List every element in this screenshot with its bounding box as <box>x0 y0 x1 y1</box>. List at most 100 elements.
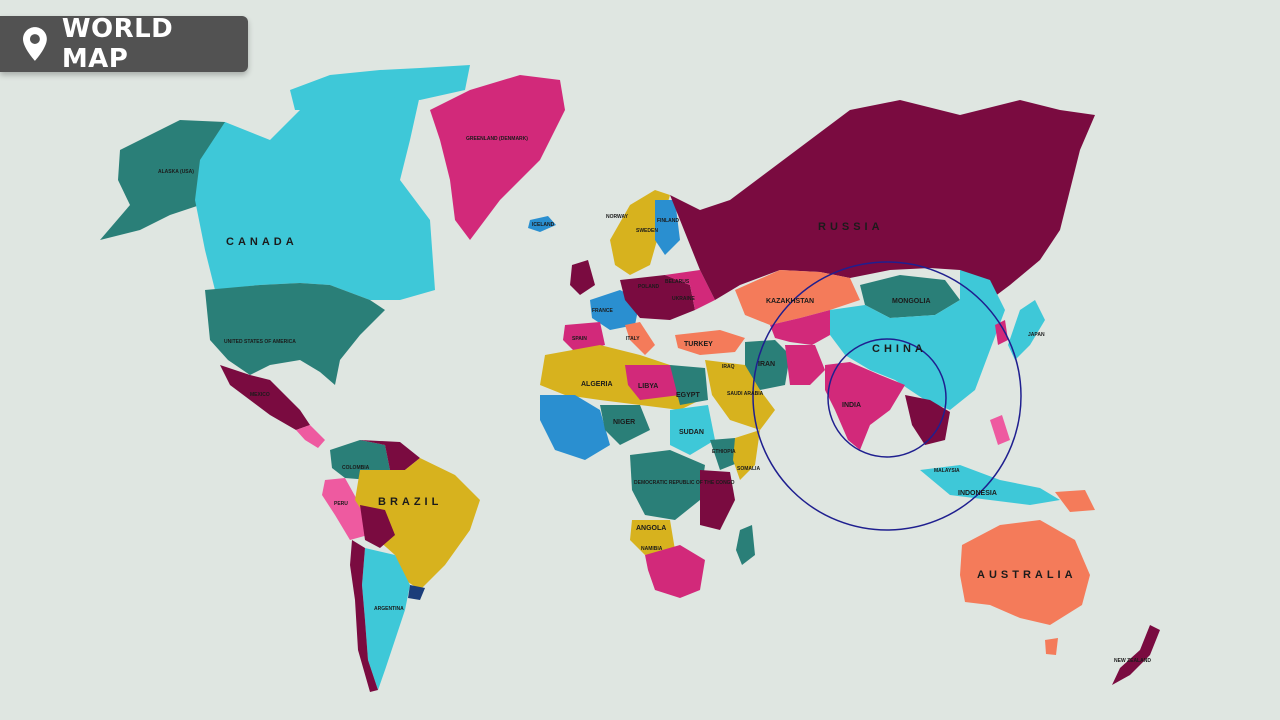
region-philippines[interactable] <box>990 415 1010 445</box>
region-korea[interactable] <box>995 320 1008 345</box>
label-indonesia: INDONESIA <box>958 490 997 497</box>
region-indonesia[interactable] <box>920 465 1060 505</box>
label-belarus: BELARUS <box>665 279 690 285</box>
label-brazil: BRAZIL <box>378 496 442 508</box>
region-turkey[interactable] <box>675 330 745 355</box>
region-west-africa[interactable] <box>540 395 610 460</box>
label-alaska: ALASKA (USA) <box>158 169 194 175</box>
region-southeast-asia[interactable] <box>905 395 950 445</box>
label-india: INDIA <box>842 402 861 409</box>
region-ukraine-belarus[interactable] <box>665 270 715 310</box>
region-uruguay[interactable] <box>408 585 425 600</box>
label-niger: NIGER <box>613 419 635 426</box>
region-mongolia[interactable] <box>860 275 960 318</box>
label-japan: JAPAN <box>1028 332 1045 338</box>
region-venezuela[interactable] <box>360 440 420 470</box>
page-title: WORLD MAP <box>61 14 174 74</box>
region-central-america[interactable] <box>296 425 325 448</box>
region-finland[interactable] <box>655 200 680 255</box>
label-ukraine: UKRAINE <box>672 296 695 302</box>
highlight-ring-inner <box>827 338 947 458</box>
region-central-africa[interactable] <box>630 450 705 520</box>
region-mexico[interactable] <box>220 365 310 430</box>
region-arctic-islands[interactable] <box>290 65 470 110</box>
region-tasmania[interactable] <box>1045 638 1058 655</box>
region-iran[interactable] <box>745 340 790 390</box>
region-peru[interactable] <box>322 478 368 540</box>
label-turkey: TURKEY <box>684 341 713 348</box>
label-greenland: GREENLAND (DENMARK) <box>466 136 528 142</box>
region-chile[interactable] <box>350 540 378 692</box>
region-greenland[interactable] <box>430 75 565 240</box>
label-usa: UNITED STATES OF AMERICA <box>224 339 296 345</box>
region-bolivia[interactable] <box>360 505 395 548</box>
label-norway: NORWAY <box>606 214 629 220</box>
label-spain: SPAIN <box>572 336 587 342</box>
label-australia: AUSTRALIA <box>977 569 1077 581</box>
region-new-zealand[interactable] <box>1112 625 1160 685</box>
label-newzealand: NEW ZEALAND <box>1114 658 1151 664</box>
location-pin-icon <box>22 27 47 61</box>
label-canada: CANADA <box>226 236 298 248</box>
label-peru: PERU <box>334 501 348 507</box>
label-iraq: IRAQ <box>722 364 735 370</box>
label-ethiopia: ETHIOPIA <box>712 449 736 455</box>
region-niger[interactable] <box>600 405 650 445</box>
region-brazil[interactable] <box>355 458 480 590</box>
region-kazakhstan[interactable] <box>735 270 860 325</box>
region-central-asia[interactable] <box>770 310 830 345</box>
region-india[interactable] <box>825 362 905 450</box>
region-alaska[interactable] <box>100 120 228 240</box>
label-colombia: COLOMBIA <box>342 465 370 471</box>
highlight-ring-outer <box>752 261 1022 531</box>
label-angola: ANGOLA <box>636 525 666 532</box>
label-sweden: SWEDEN <box>636 228 658 234</box>
region-usa[interactable] <box>205 283 385 385</box>
world-map-badge: WORLD MAP <box>0 14 248 74</box>
region-australia[interactable] <box>960 520 1090 625</box>
label-egypt: EGYPT <box>676 392 700 399</box>
label-argentina: ARGENTINA <box>374 606 404 612</box>
label-poland: POLAND <box>638 284 660 290</box>
label-mongolia: MONGOLIA <box>892 298 931 305</box>
region-afghanistan-pakistan[interactable] <box>785 345 825 385</box>
region-canada[interactable] <box>195 90 435 300</box>
region-libya[interactable] <box>625 365 680 400</box>
region-china[interactable] <box>830 270 1005 410</box>
label-sudan: SUDAN <box>679 429 704 436</box>
label-finland: FINLAND <box>657 218 679 224</box>
label-kazakhstan: KAZAKHSTAN <box>766 298 814 305</box>
region-iceland[interactable] <box>528 216 556 232</box>
label-iceland: ICELAND <box>532 222 555 228</box>
region-argentina[interactable] <box>362 548 410 690</box>
region-spain[interactable] <box>563 322 605 352</box>
region-papua[interactable] <box>1055 490 1095 512</box>
label-italy: ITALY <box>626 336 640 342</box>
region-egypt[interactable] <box>670 365 708 405</box>
label-drc: DEMOCRATIC REPUBLIC OF THE CONGO <box>634 480 735 486</box>
region-japan[interactable] <box>1008 300 1045 360</box>
region-sudan[interactable] <box>670 405 715 455</box>
label-algeria: ALGERIA <box>581 381 613 388</box>
region-somalia[interactable] <box>733 430 760 480</box>
label-russia: RUSSIA <box>818 221 884 233</box>
region-madagascar[interactable] <box>736 525 755 565</box>
label-saudi: SAUDI ARABIA <box>727 391 764 397</box>
label-china: CHINA <box>872 343 927 355</box>
region-italy[interactable] <box>625 322 655 355</box>
region-europe-central[interactable] <box>620 275 695 320</box>
region-uk[interactable] <box>570 260 595 295</box>
region-middle-east[interactable] <box>705 360 775 430</box>
region-southern-africa[interactable] <box>645 545 705 598</box>
region-russia[interactable] <box>670 100 1095 300</box>
label-malaysia: MALAYSIA <box>934 468 960 474</box>
label-iran: IRAN <box>758 361 775 368</box>
label-somalia: SOMALIA <box>737 466 760 472</box>
region-angola[interactable] <box>630 520 675 555</box>
label-mexico: MEXICO <box>250 392 270 398</box>
label-libya: LIBYA <box>638 383 658 390</box>
label-france: FRANCE <box>592 308 613 314</box>
region-east-africa[interactable] <box>700 470 735 530</box>
